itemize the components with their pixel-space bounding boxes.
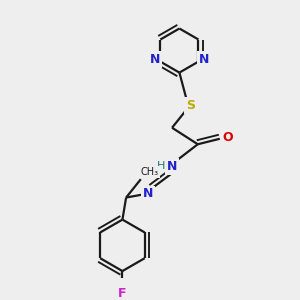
Text: F: F bbox=[118, 286, 127, 300]
Text: N: N bbox=[150, 53, 160, 66]
Text: CH₃: CH₃ bbox=[141, 167, 159, 177]
Text: H: H bbox=[157, 161, 165, 171]
Text: N: N bbox=[199, 53, 209, 66]
Text: N: N bbox=[167, 160, 177, 173]
Text: O: O bbox=[223, 131, 233, 144]
Text: S: S bbox=[186, 99, 195, 112]
Text: N: N bbox=[143, 188, 153, 200]
